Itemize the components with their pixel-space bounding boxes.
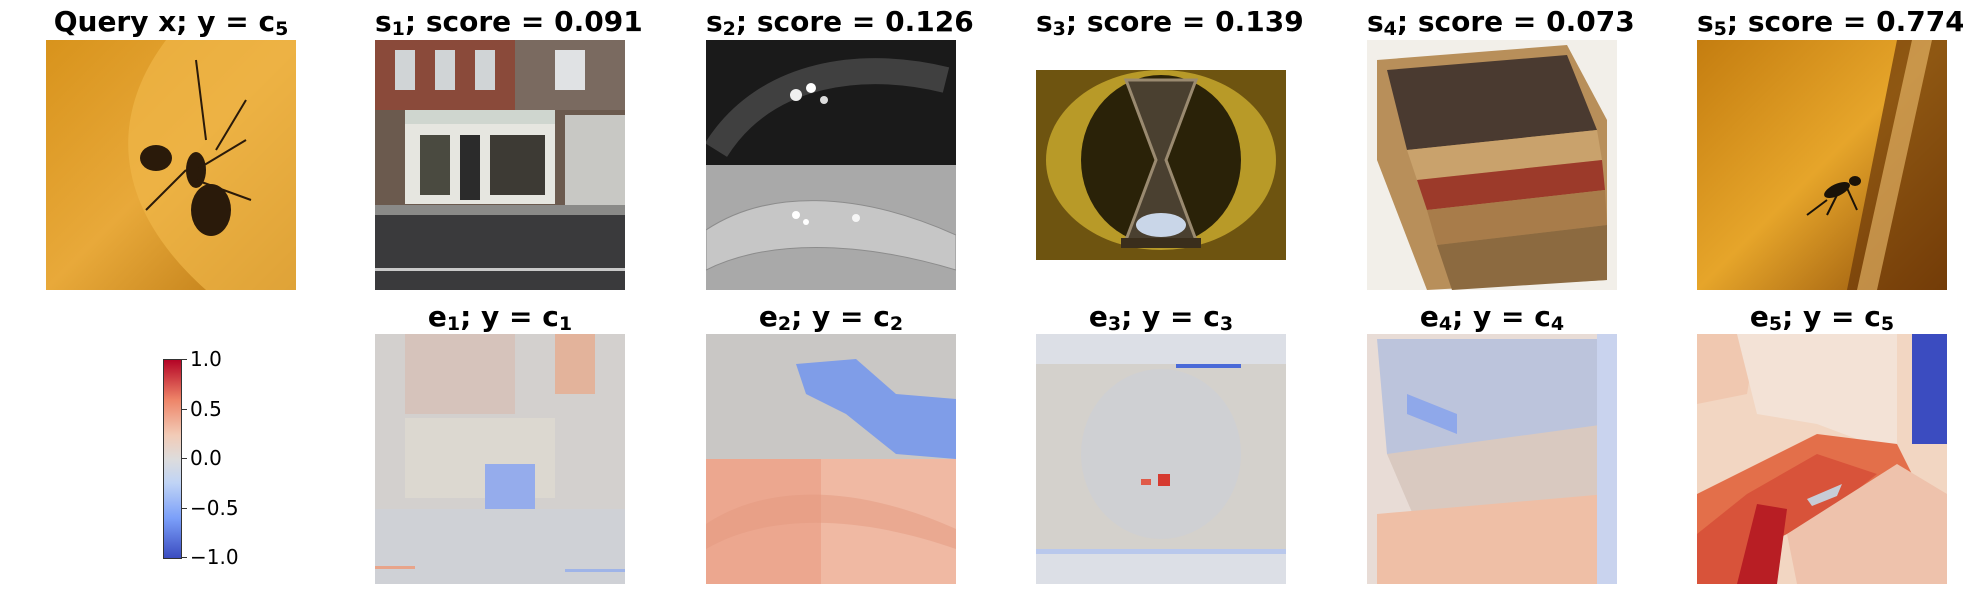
explanation-map-3 [1036,334,1286,584]
colorbar-tick [181,458,187,459]
colorbar-tick [181,557,187,558]
panel-title-s4: s4; score = 0.073 [1367,5,1635,40]
panel-title-e2: e2; y = c2 [758,300,904,335]
ant-on-leaf-photo-icon [1697,40,1947,290]
colorbar-tick [181,508,187,509]
panel-title-e1: e1; y = c1 [427,300,573,335]
similar-image-5 [1697,40,1947,290]
panel-title-s3: s3; score = 0.139 [1036,5,1304,40]
microscopy-heatmap-icon [706,334,956,584]
panel-title-s5: s5; score = 0.774 [1697,5,1963,40]
crates-heatmap-icon [1367,334,1617,584]
query-title: Query x; y = c5 [53,5,289,40]
ant-on-leaf-heatmap-icon [1697,334,1947,584]
similar-image-4 [1367,40,1617,290]
query-image [46,40,296,290]
panel-title-s2: s2; score = 0.126 [706,5,974,40]
colorbar-tick-label: 0.5 [190,397,222,421]
similar-image-3 [1036,40,1286,290]
shopfront-heatmap-icon [375,334,625,584]
colorbar-tick [181,359,187,360]
colorbar-tick [181,409,187,410]
similar-image-1 [375,40,625,290]
explanation-map-5 [1697,334,1947,584]
explanation-map-4 [1367,334,1617,584]
explanation-map-2 [706,334,956,584]
colorbar-tick-label: 0.0 [190,446,222,470]
hourglass-heatmap-icon [1036,334,1286,584]
colorbar-tick-label: 1.0 [190,347,222,371]
crates-photo-icon [1367,40,1617,290]
panel-title-s1: s1; score = 0.091 [375,5,643,40]
hourglass-photo-icon [1036,40,1286,290]
panel-title-e3: e3; y = c3 [1088,300,1234,335]
colorbar-tick-label: −1.0 [190,545,239,569]
microscopy-worm-photo-icon [706,40,956,290]
colorbar [163,359,182,559]
shopfront-photo-icon [375,40,625,290]
similar-image-2 [706,40,956,290]
panel-title-e5: e5; y = c5 [1749,300,1895,335]
colorbar-tick-label: −0.5 [190,496,239,520]
explanation-map-1 [375,334,625,584]
ant-photo-icon [46,40,296,290]
panel-title-e4: e4; y = c4 [1419,300,1565,335]
